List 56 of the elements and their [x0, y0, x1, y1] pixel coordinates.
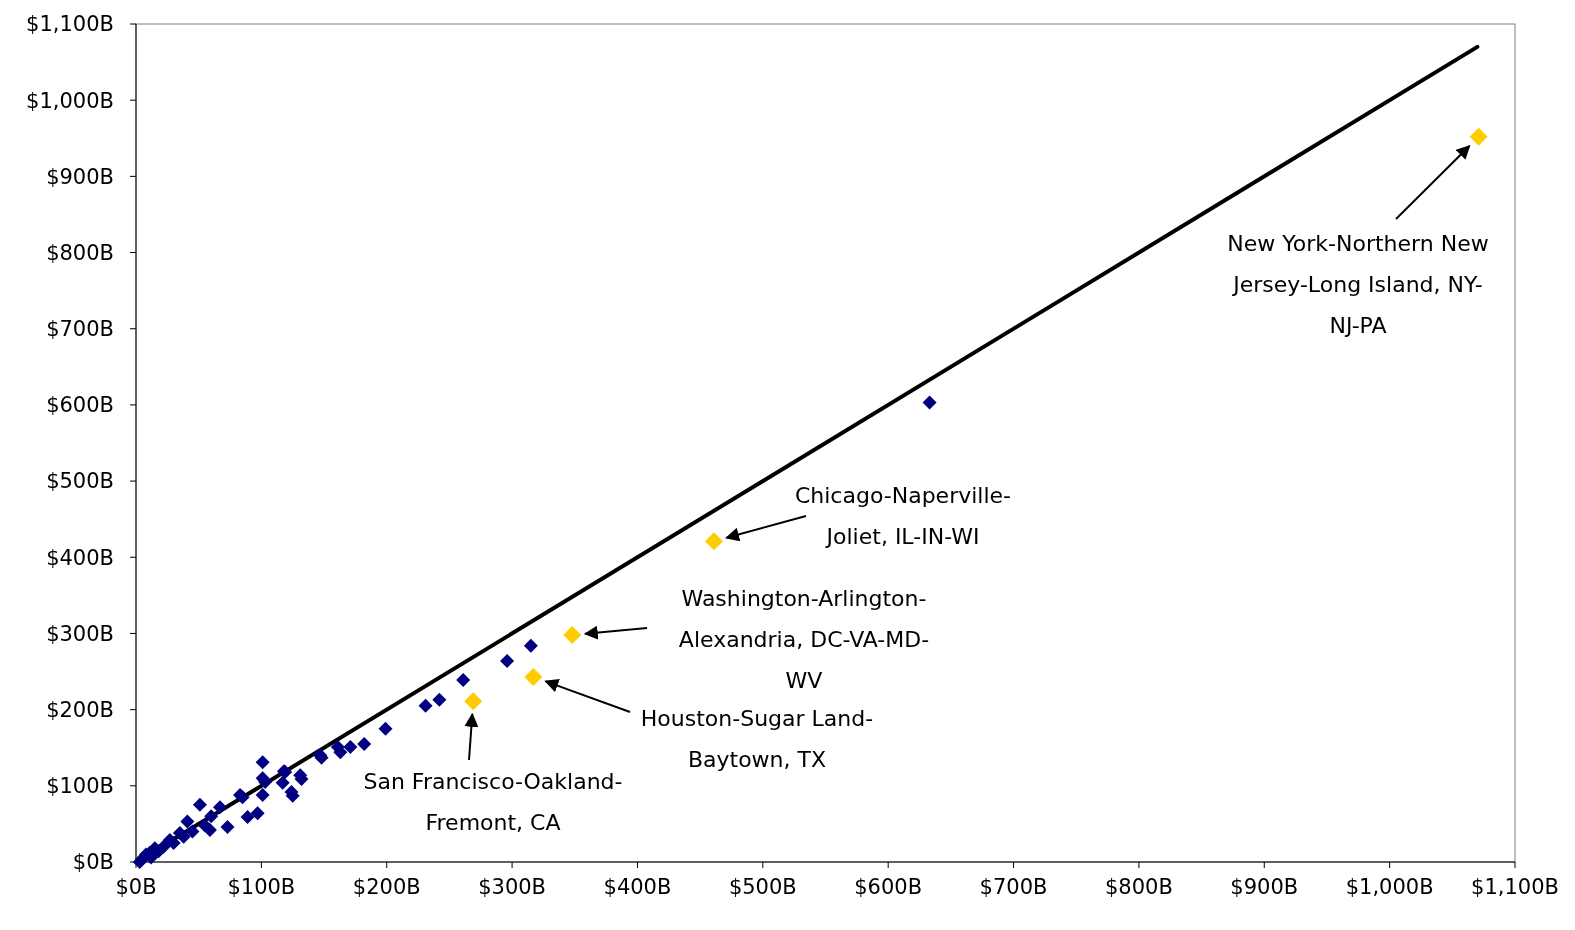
y-tick-label: $900B — [46, 164, 114, 189]
x-tick-label: $800B — [1104, 875, 1173, 899]
point — [343, 739, 358, 754]
x-tick-label: $1,100B — [1471, 875, 1559, 899]
x-tick-label: $700B — [979, 875, 1048, 899]
y-tick-label: $300B — [46, 621, 114, 646]
x-tick-label: $600B — [854, 875, 923, 899]
y-tick-label: $0B — [72, 850, 114, 875]
point — [275, 775, 290, 790]
annotation: Chicago-Naperville-Joliet, IL-IN-WI — [794, 482, 1012, 549]
point — [255, 755, 270, 770]
y-tick-label: $500B — [46, 469, 114, 494]
point — [418, 698, 433, 713]
y-tick-label: $1,000B — [26, 88, 114, 113]
point — [524, 667, 543, 686]
point — [432, 692, 447, 707]
point — [523, 638, 538, 653]
point — [185, 824, 200, 839]
x-tick-label: $400B — [603, 875, 672, 899]
y-tick-label: $600B — [46, 393, 114, 418]
x-tick-label: $100B — [227, 875, 296, 899]
annotation: New York-Northern New Jersey-Long Island, NY-NJ-PA — [1227, 230, 1489, 338]
point — [456, 672, 471, 687]
point — [704, 532, 723, 551]
annotation: Washington-Arlington-Alexandria, DC-VA-MD-WV — [678, 585, 930, 693]
point — [464, 692, 483, 711]
annotation: San Francisco-Oakland-Fremont, CA — [363, 768, 623, 835]
y-tick-label: $1,100B — [26, 12, 114, 37]
annotation: Houston-Sugar Land-Baytown, TX — [640, 705, 874, 772]
x-tick-label: $200B — [352, 875, 421, 899]
point — [378, 721, 393, 736]
point — [922, 395, 937, 410]
y-tick-label: $200B — [46, 697, 114, 722]
point — [563, 625, 582, 644]
point — [192, 797, 207, 812]
x-tick-label: $500B — [728, 875, 797, 899]
y-tick-label: $400B — [46, 545, 114, 570]
y-tick-label: $100B — [46, 774, 114, 799]
x-tick-label: $300B — [478, 875, 547, 899]
point — [250, 806, 265, 821]
point — [1469, 127, 1488, 146]
y-tick-label: $700B — [46, 317, 114, 342]
point — [500, 653, 515, 668]
x-tick-label: $1,000B — [1345, 875, 1434, 899]
x-tick-label: $900B — [1230, 875, 1299, 899]
y-tick-label: $800B — [46, 240, 114, 265]
point — [357, 736, 372, 751]
point — [220, 819, 235, 834]
point — [255, 787, 270, 802]
point — [180, 814, 195, 829]
point — [212, 800, 227, 815]
point — [204, 809, 219, 824]
point — [176, 829, 191, 844]
point — [197, 818, 212, 833]
point — [240, 810, 255, 825]
x-tick-label: $0B — [115, 875, 157, 899]
